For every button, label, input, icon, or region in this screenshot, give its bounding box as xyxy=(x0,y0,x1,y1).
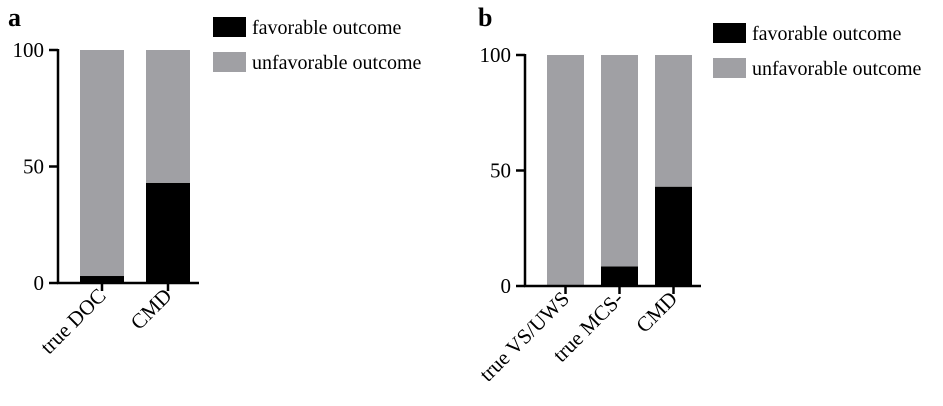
x-tick-label: CMD xyxy=(126,284,177,335)
bar-favorable-2 xyxy=(655,186,692,286)
bar-unfavorable-1 xyxy=(601,55,638,267)
bar-unfavorable-0 xyxy=(547,55,584,286)
bar-unfavorable-0 xyxy=(80,50,124,277)
legend-swatch-favorable xyxy=(213,17,246,37)
legend-label-favorable: favorable outcome xyxy=(252,17,401,39)
y-tick-label: 100 xyxy=(13,38,45,62)
bar-unfavorable-2 xyxy=(655,55,692,187)
legend-label-unfavorable: unfavorable outcome xyxy=(752,58,921,80)
legend-swatch-unfavorable xyxy=(713,58,746,78)
panel-letter: b xyxy=(478,3,492,32)
x-tick-label: true DOC xyxy=(35,284,110,359)
y-tick-label: 0 xyxy=(34,271,45,295)
y-tick-label: 0 xyxy=(501,274,512,298)
bar-favorable-0 xyxy=(80,276,124,283)
legend-label-unfavorable: unfavorable outcome xyxy=(252,52,421,74)
bar-favorable-1 xyxy=(601,266,638,286)
legend-swatch-favorable xyxy=(713,23,746,43)
legend-swatch-unfavorable xyxy=(213,52,246,72)
bar-unfavorable-1 xyxy=(146,50,190,183)
x-tick-label: true VS/UWS xyxy=(474,287,574,387)
panel-a: a 0 50 100 true DOC CMD favorable outcome unfav… xyxy=(8,3,421,359)
panel-letter: a xyxy=(8,3,21,32)
y-tick-label: 50 xyxy=(490,159,511,183)
x-tick-label: CMD xyxy=(631,287,682,338)
y-tick-label: 50 xyxy=(23,155,44,179)
bar-favorable-1 xyxy=(146,182,190,283)
y-tick-label: 100 xyxy=(480,43,512,67)
legend-label-favorable: favorable outcome xyxy=(752,23,901,45)
